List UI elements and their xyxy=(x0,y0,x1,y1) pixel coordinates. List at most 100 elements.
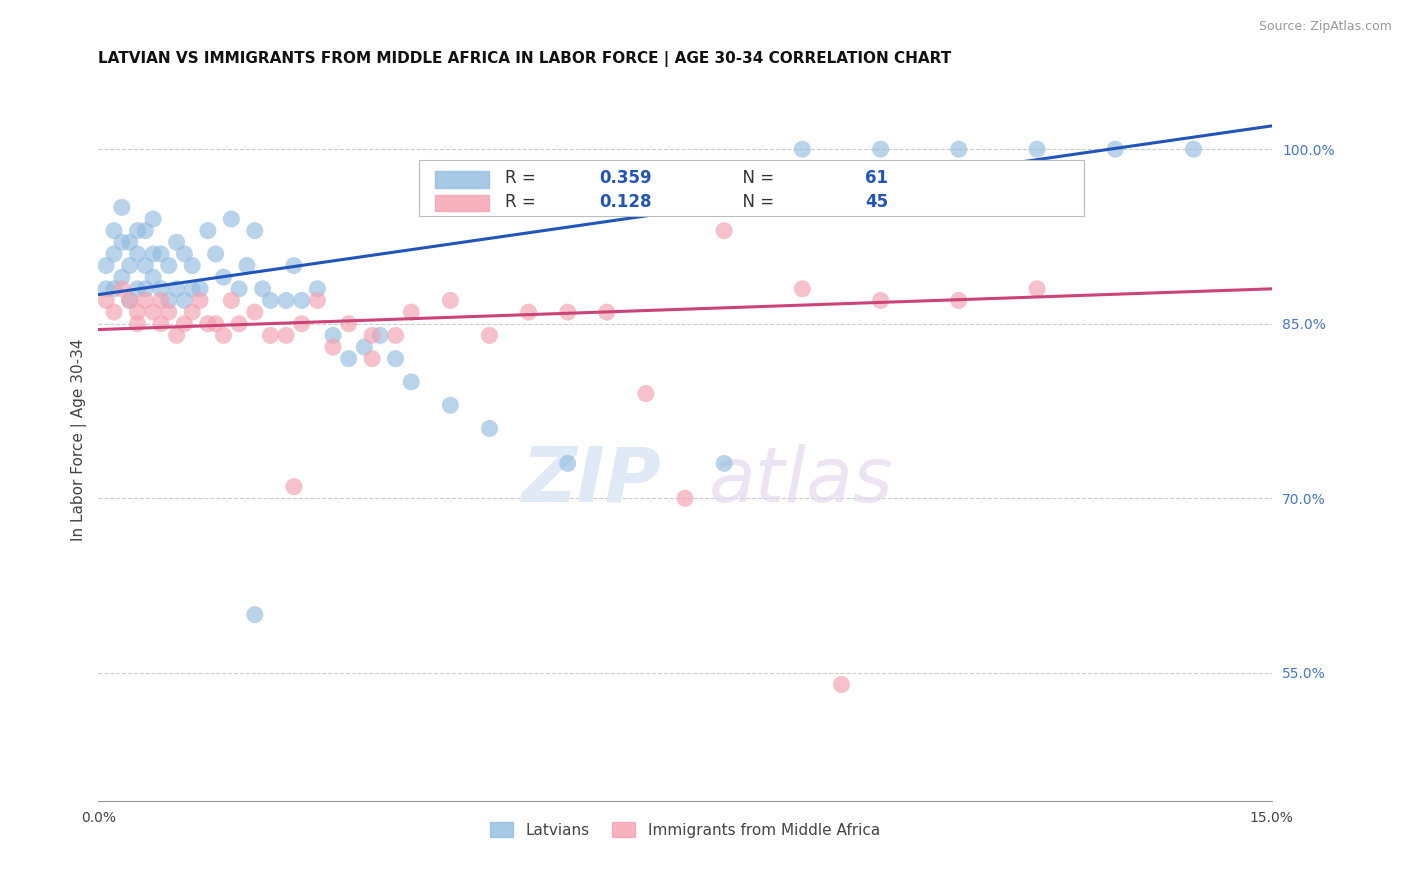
Point xyxy=(221,212,243,227)
Point xyxy=(673,491,696,506)
Text: Source: ZipAtlas.com: Source: ZipAtlas.com xyxy=(1258,20,1392,33)
Point xyxy=(204,317,226,331)
Bar xyxy=(434,171,489,187)
Point xyxy=(291,317,314,331)
Point xyxy=(127,305,149,319)
Point xyxy=(197,317,219,331)
Text: R =: R = xyxy=(505,169,541,187)
Point xyxy=(384,351,406,366)
Point xyxy=(259,328,281,343)
Point xyxy=(181,282,204,296)
Bar xyxy=(434,194,489,211)
Point xyxy=(166,328,188,343)
Point xyxy=(368,328,391,343)
Point xyxy=(221,293,243,308)
Text: R =: R = xyxy=(505,193,541,211)
Point xyxy=(157,259,180,273)
Point xyxy=(869,293,891,308)
Point xyxy=(557,456,579,470)
Point xyxy=(634,386,657,401)
Point xyxy=(127,282,149,296)
Point xyxy=(149,317,172,331)
Point xyxy=(1026,282,1049,296)
Point xyxy=(361,328,384,343)
Point xyxy=(118,293,141,308)
Legend: Latvians, Immigrants from Middle Africa: Latvians, Immigrants from Middle Africa xyxy=(484,815,886,844)
Point xyxy=(291,293,314,308)
Point xyxy=(134,293,156,308)
Point xyxy=(399,375,422,389)
Point xyxy=(149,282,172,296)
Point xyxy=(517,305,540,319)
Point xyxy=(134,282,156,296)
Point xyxy=(478,421,501,435)
Point xyxy=(157,293,180,308)
Point xyxy=(274,328,297,343)
Point xyxy=(948,293,970,308)
Point xyxy=(792,142,814,156)
Point xyxy=(1104,142,1126,156)
Point xyxy=(243,305,266,319)
Point xyxy=(283,480,305,494)
Text: 0.128: 0.128 xyxy=(599,193,651,211)
Point xyxy=(337,351,360,366)
Point xyxy=(361,351,384,366)
Point xyxy=(259,293,281,308)
Point xyxy=(127,247,149,261)
Point xyxy=(188,282,211,296)
Point xyxy=(166,235,188,250)
Point xyxy=(149,247,172,261)
Point xyxy=(134,259,156,273)
Point xyxy=(830,677,852,691)
Point xyxy=(307,282,329,296)
Point xyxy=(181,259,204,273)
Point xyxy=(142,305,165,319)
Point xyxy=(118,259,141,273)
Point xyxy=(869,142,891,156)
Point xyxy=(103,247,125,261)
Point xyxy=(596,305,619,319)
Text: atlas: atlas xyxy=(709,444,893,518)
Text: LATVIAN VS IMMIGRANTS FROM MIDDLE AFRICA IN LABOR FORCE | AGE 30-34 CORRELATION : LATVIAN VS IMMIGRANTS FROM MIDDLE AFRICA… xyxy=(98,51,952,67)
Point xyxy=(1026,142,1049,156)
Y-axis label: In Labor Force | Age 30-34: In Labor Force | Age 30-34 xyxy=(72,339,87,541)
Point xyxy=(142,270,165,285)
Point xyxy=(111,235,134,250)
Point xyxy=(212,328,235,343)
Text: 45: 45 xyxy=(865,193,889,211)
Point xyxy=(118,235,141,250)
Point xyxy=(478,328,501,343)
Point xyxy=(384,328,406,343)
Point xyxy=(103,224,125,238)
Point xyxy=(439,398,461,412)
Point xyxy=(111,200,134,214)
Text: 0.359: 0.359 xyxy=(599,169,651,187)
Point xyxy=(713,456,735,470)
Text: N =: N = xyxy=(733,169,779,187)
Point xyxy=(103,282,125,296)
Point xyxy=(111,270,134,285)
Point xyxy=(792,282,814,296)
Point xyxy=(103,305,125,319)
Point xyxy=(127,224,149,238)
Point xyxy=(118,293,141,308)
Point xyxy=(243,607,266,622)
Point xyxy=(322,328,344,343)
Point xyxy=(236,259,259,273)
Point xyxy=(228,317,250,331)
Point xyxy=(149,293,172,308)
Point xyxy=(173,293,195,308)
Text: N =: N = xyxy=(733,193,779,211)
Point xyxy=(134,224,156,238)
Point xyxy=(204,247,226,261)
Point xyxy=(228,282,250,296)
Point xyxy=(127,317,149,331)
Point xyxy=(353,340,375,354)
Point xyxy=(557,305,579,319)
Text: ZIP: ZIP xyxy=(522,444,662,518)
FancyBboxPatch shape xyxy=(419,160,1084,216)
Point xyxy=(1182,142,1205,156)
Point xyxy=(96,293,118,308)
Point xyxy=(111,282,134,296)
Point xyxy=(96,282,118,296)
